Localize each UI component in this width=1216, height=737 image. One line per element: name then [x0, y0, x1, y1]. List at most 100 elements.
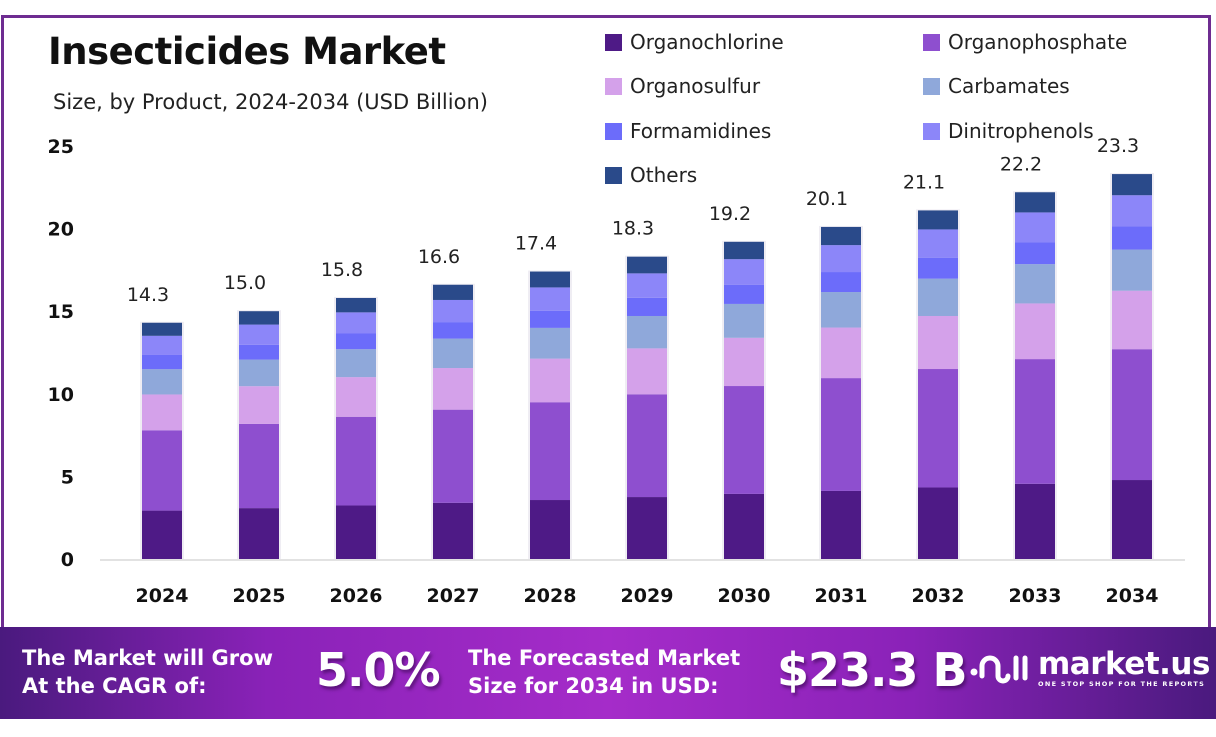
x-tick-label: 2024	[136, 585, 189, 607]
bar-segment-formamidines	[142, 354, 182, 370]
bar-segment-dinitrophenols	[918, 229, 958, 258]
legend-item-formamidines: Formamidines	[605, 119, 771, 143]
legend-label: Carbamates	[948, 74, 1070, 98]
x-tick-label: 2025	[233, 585, 286, 607]
bar-segment-organophosphate	[1112, 349, 1152, 481]
bar-segment-organochlorine	[433, 502, 473, 559]
bar-segment-organosulfur	[724, 337, 764, 387]
bar-segment-organosulfur	[530, 358, 570, 403]
bar-segment-organochlorine	[239, 508, 279, 559]
x-tick-label: 2030	[718, 585, 771, 607]
bar-stack-2029	[625, 255, 669, 559]
legend-swatch	[923, 77, 940, 95]
bar-segment-organophosphate	[336, 416, 376, 506]
bar-segment-carbamates	[627, 315, 667, 349]
total-value-label: 17.4	[515, 233, 557, 255]
total-value-label: 20.1	[806, 188, 848, 210]
bar-segment-others	[1112, 174, 1152, 196]
bar-segment-organochlorine	[627, 497, 667, 559]
legend-label: Organophosphate	[948, 30, 1128, 54]
bar-segment-organochlorine	[142, 510, 182, 559]
cagr-text-line1: The Market will Grow	[22, 646, 273, 670]
bar-segment-organophosphate	[1015, 359, 1055, 484]
bar-segment-formamidines	[239, 344, 279, 360]
bar-stack-2034	[1110, 173, 1154, 560]
bar-segment-carbamates	[724, 303, 764, 338]
forecast-text-line2: Size for 2034 in USD:	[468, 674, 719, 698]
total-value-label: 14.3	[127, 284, 169, 306]
x-tick-label: 2031	[815, 585, 868, 607]
y-tick-label: 5	[61, 466, 74, 488]
legend-label: Dinitrophenols	[948, 119, 1094, 143]
bar-segment-organophosphate	[724, 386, 764, 494]
bar-segment-organosulfur	[821, 327, 861, 379]
bar-segment-carbamates	[336, 349, 376, 378]
total-value-label: 15.0	[224, 272, 266, 294]
bar-segment-carbamates	[239, 359, 279, 387]
market-us-logo-icon	[970, 655, 1028, 684]
bar-segment-organochlorine	[918, 487, 958, 559]
bar-segment-carbamates	[821, 292, 861, 328]
bar-stack-2030	[722, 240, 766, 560]
bar-segment-dinitrophenols	[142, 335, 182, 355]
bar-segment-organophosphate	[530, 402, 570, 501]
bar-segment-others	[239, 311, 279, 325]
bar-segment-organophosphate	[918, 369, 958, 488]
legend: Organochlorine Organophosphate Organosul…	[605, 30, 1185, 195]
bar-segment-carbamates	[1015, 264, 1055, 304]
x-tick-label: 2032	[912, 585, 965, 607]
bar-segment-others	[821, 226, 861, 246]
legend-swatch	[605, 166, 622, 184]
bar-segment-others	[530, 271, 570, 288]
bar-segment-dinitrophenols	[433, 299, 473, 323]
bar-stack-2024	[140, 321, 184, 559]
bar-stack-2031	[819, 225, 863, 559]
bar-segment-organophosphate	[239, 423, 279, 509]
bar-segment-organophosphate	[821, 378, 861, 491]
bar-segment-dinitrophenols	[530, 287, 570, 311]
logo-tagline: ONE STOP SHOP FOR THE REPORTS	[1038, 680, 1206, 688]
y-axis: 0 5 10 15 20 25	[48, 136, 74, 571]
bar-segment-carbamates	[433, 338, 473, 369]
total-value-label: 16.6	[418, 246, 460, 268]
y-tick-label: 0	[61, 549, 74, 571]
total-value-label: 15.8	[321, 259, 363, 281]
legend-item-carbamates: Carbamates	[923, 74, 1070, 98]
bar-stack-2025	[237, 310, 281, 559]
x-tick-label: 2028	[524, 585, 577, 607]
y-tick-label: 20	[48, 219, 74, 241]
bar-segment-carbamates	[530, 327, 570, 359]
x-tick-label: 2029	[621, 585, 674, 607]
legend-label: Formamidines	[630, 119, 772, 143]
x-axis: 2024 2025 2026 2027 2028 2029 2030 2031 2032 2033…	[136, 585, 1159, 607]
forecast-text-line1: The Forecasted Market	[468, 646, 741, 670]
logo-name: market.us	[1038, 646, 1210, 682]
total-value-label: 22.2	[1000, 153, 1042, 175]
cagr-value: 5.0%	[316, 643, 441, 697]
legend-swatch	[923, 122, 940, 140]
bar-segment-organophosphate	[142, 430, 182, 511]
y-tick-label: 10	[48, 384, 74, 406]
legend-item-organosulfur: Organosulfur	[605, 74, 760, 98]
bar-segment-organochlorine	[530, 500, 570, 559]
bar-segment-formamidines	[627, 297, 667, 316]
bar-segment-dinitrophenols	[239, 324, 279, 345]
total-value-label: 19.2	[709, 203, 751, 225]
bar-segment-dinitrophenols	[821, 245, 861, 273]
bar-segment-formamidines	[1112, 226, 1152, 250]
summary-banner: The Market will Grow At the CAGR of: 5.0…	[0, 627, 1216, 719]
bar-segment-organochlorine	[724, 493, 764, 559]
bar-segment-organosulfur	[627, 348, 667, 395]
bar-segment-carbamates	[1112, 249, 1152, 291]
bar-segment-organosulfur	[336, 377, 376, 417]
bar-segment-others	[336, 297, 376, 313]
x-tick-label: 2027	[427, 585, 480, 607]
bar-segment-organochlorine	[1015, 483, 1055, 559]
legend-swatch	[605, 122, 622, 140]
bar-segment-dinitrophenols	[627, 273, 667, 298]
bar-segment-others	[918, 210, 958, 230]
bar-segment-formamidines	[336, 333, 376, 350]
bar-segment-formamidines	[918, 257, 958, 279]
bar-segment-formamidines	[433, 322, 473, 339]
